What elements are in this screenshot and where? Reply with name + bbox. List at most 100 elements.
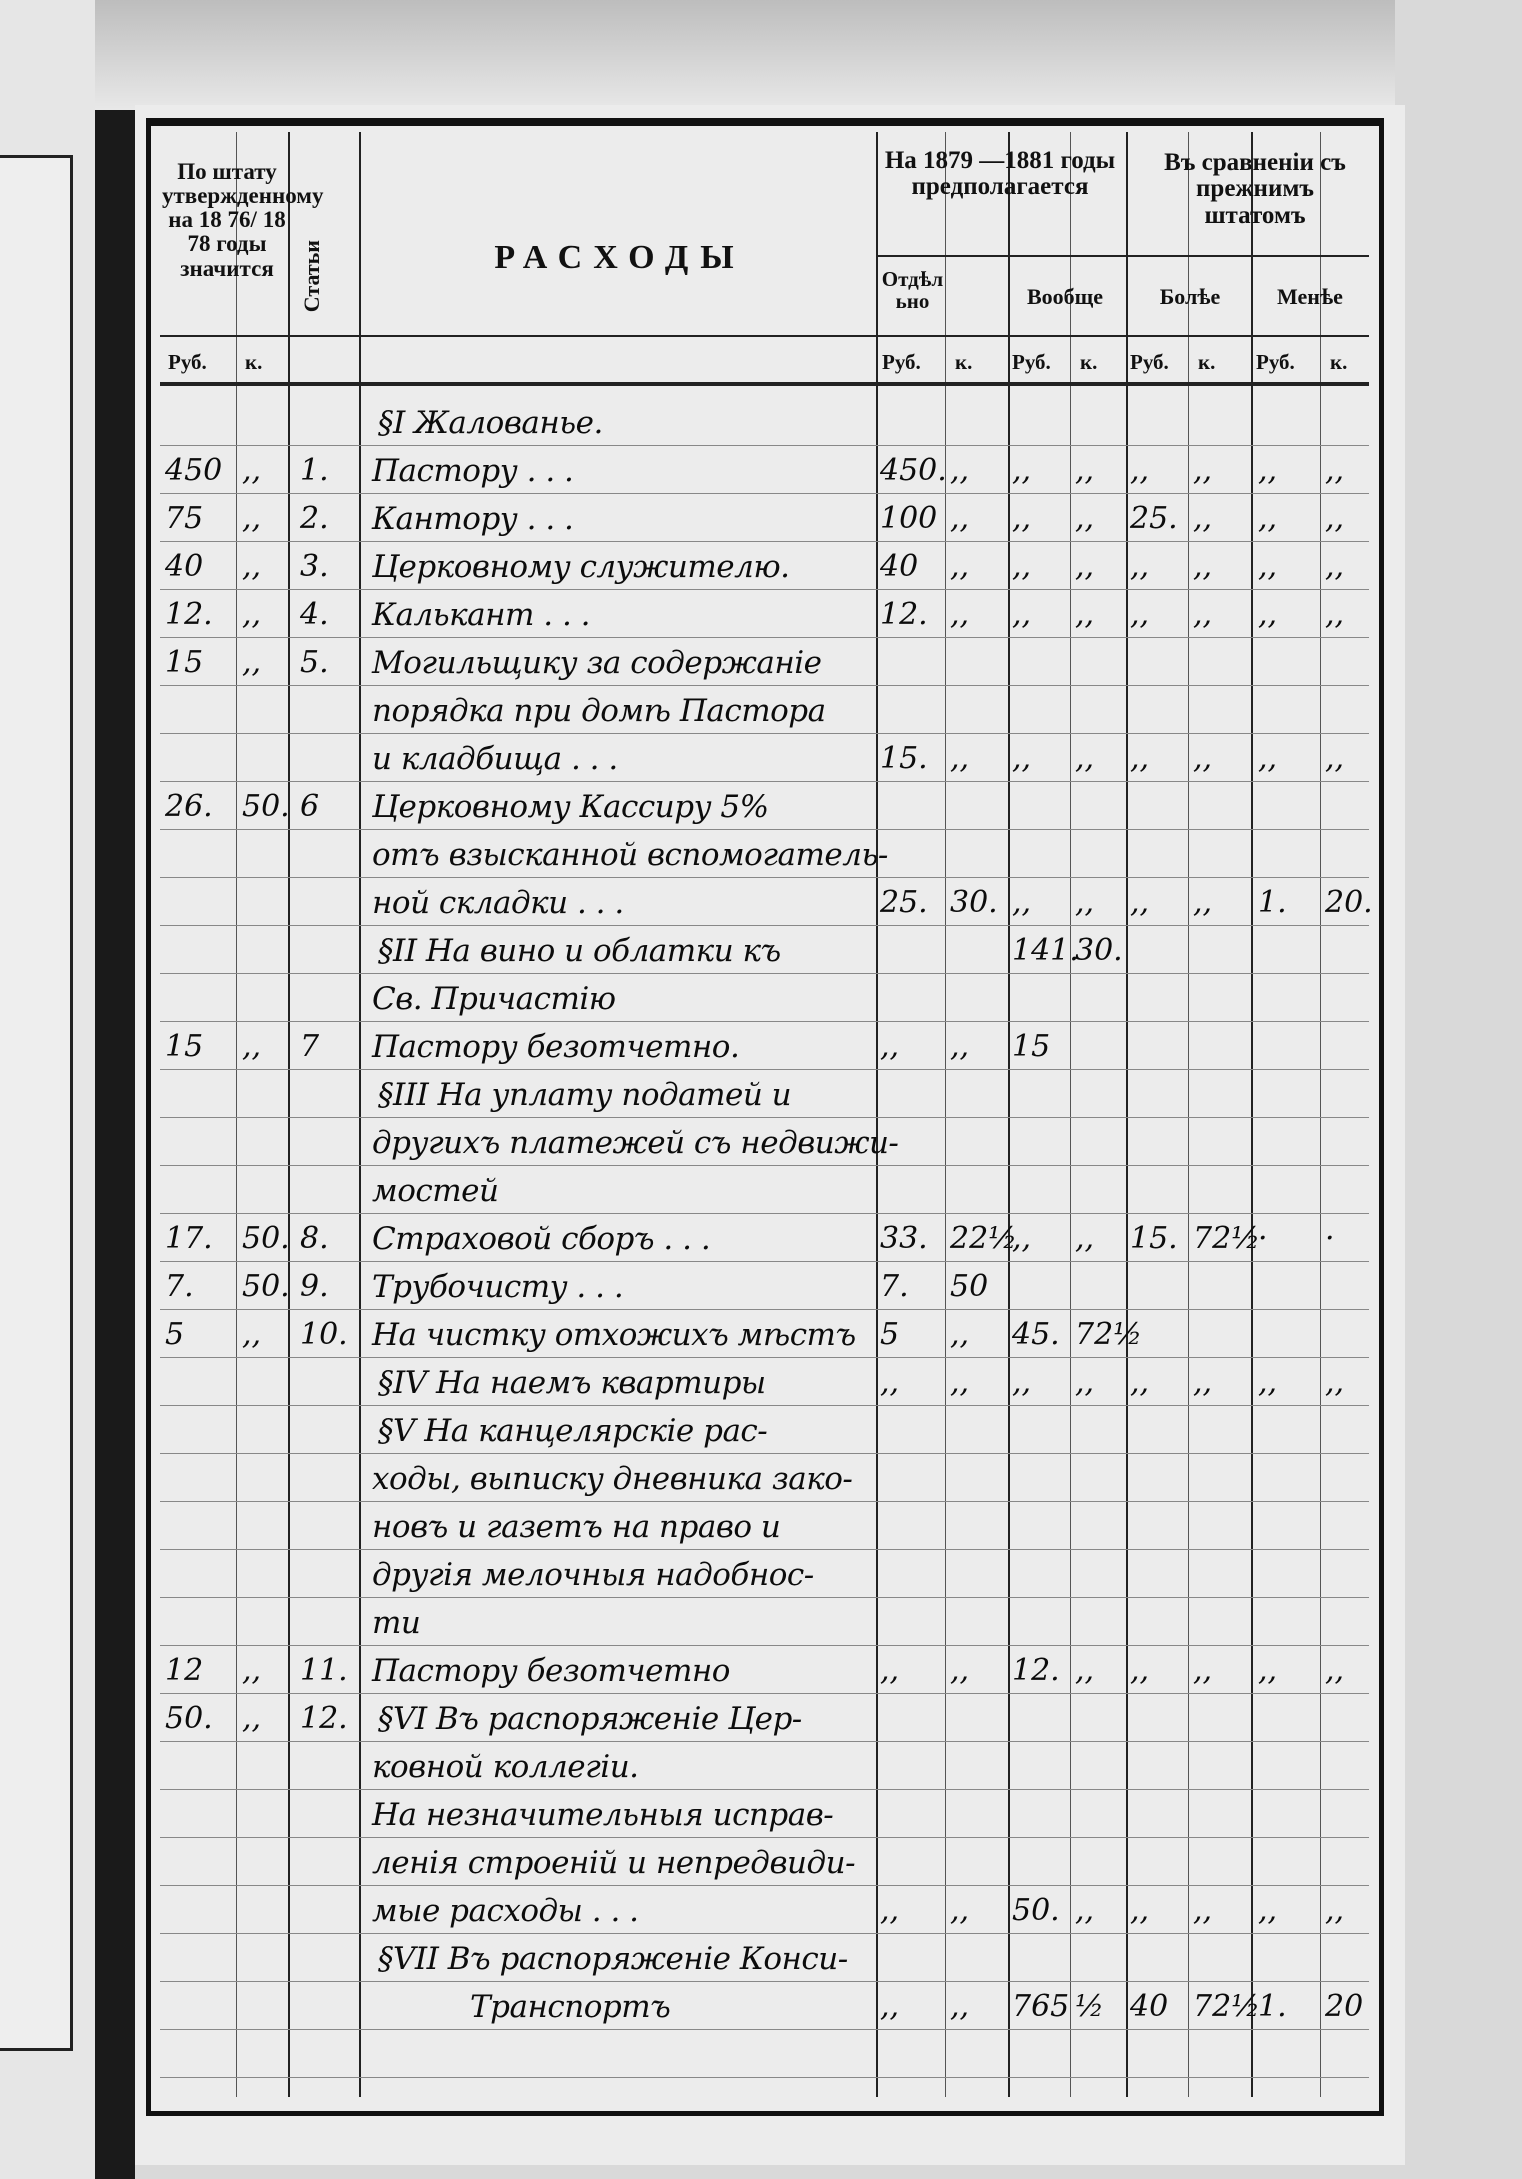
column-rule: [1251, 132, 1253, 2097]
row-rule: [160, 781, 1369, 782]
row-total-rub: ,,: [1012, 597, 1032, 632]
row-less-kop: ,,: [1325, 597, 1345, 632]
row-total-kop: ,,: [1075, 597, 1095, 632]
row-state-kop: 50.: [242, 789, 290, 824]
row-article-number: 12.: [300, 1701, 348, 1736]
row-state-kop: ,,: [242, 549, 262, 584]
row-total-rub: 141.: [1012, 933, 1079, 968]
row-state-kop: ,,: [242, 1701, 262, 1736]
row-article-number: 8.: [300, 1221, 329, 1256]
row-description: порядка при домѣ Пастора: [372, 693, 826, 729]
row-rule: [160, 637, 1369, 638]
row-total-kop: ,,: [1075, 501, 1095, 536]
row-article-number: 4.: [300, 597, 329, 632]
row-rule: [160, 1117, 1369, 1118]
row-separately-rub: ,,: [880, 1893, 900, 1928]
row-less-kop: ,,: [1325, 501, 1345, 536]
row-less-rub: ·: [1258, 1221, 1268, 1256]
row-less-rub: ,,: [1258, 1893, 1278, 1928]
row-description: §VI Въ распоряженiе Цер-: [378, 1701, 802, 1737]
column-rule: [1188, 132, 1189, 2097]
row-more-kop: ,,: [1193, 1653, 1213, 1688]
row-less-rub: ,,: [1258, 741, 1278, 776]
row-separately-rub: 12.: [880, 597, 928, 632]
row-state-kop: ,,: [242, 1653, 262, 1688]
column-rule: [1008, 132, 1010, 2097]
row-more-kop: ,,: [1193, 1365, 1213, 1400]
row-total-rub: ,,: [1012, 885, 1032, 920]
row-separately-kop: ,,: [950, 1653, 970, 1688]
row-separately-rub: 450.: [880, 453, 947, 488]
row-rule: [160, 1405, 1369, 1406]
row-more-rub: ,,: [1130, 597, 1150, 632]
row-rule: [160, 1789, 1369, 1790]
row-separately-rub: 40: [880, 549, 919, 584]
row-separately-kop: 30.: [950, 885, 998, 920]
row-state-kop: ,,: [242, 645, 262, 680]
header-rule: [876, 255, 1369, 257]
row-rule: [160, 1885, 1369, 1886]
row-article-number: 1.: [300, 453, 329, 488]
row-separately-kop: ,,: [950, 1029, 970, 1064]
header-title: РАСХОДЫ: [494, 239, 746, 276]
row-state-kop: 50.: [242, 1221, 290, 1256]
row-less-kop: ,,: [1325, 549, 1345, 584]
row-separately-rub: 100: [880, 501, 938, 536]
row-more-rub: ,,: [1130, 453, 1150, 488]
row-more-kop: ,,: [1193, 453, 1213, 488]
row-rule: [160, 445, 1369, 446]
row-separately-rub: ,,: [880, 1029, 900, 1064]
row-rule: [160, 1501, 1369, 1502]
row-state-rub: 40: [165, 549, 204, 584]
kop-label: к.: [1330, 350, 1348, 374]
row-state-kop: ,,: [242, 1029, 262, 1064]
row-description: Св. Причастiю: [372, 981, 616, 1017]
row-total-kop: ,,: [1075, 1893, 1095, 1928]
row-state-rub: 26.: [165, 789, 213, 824]
row-description: мостей: [372, 1173, 499, 1209]
rub-label: Руб.: [882, 350, 921, 374]
row-state-rub: 12.: [165, 597, 213, 632]
row-more-kop: 72½: [1193, 1989, 1261, 2024]
row-more-kop: ,,: [1193, 549, 1213, 584]
row-rule: [160, 1213, 1369, 1214]
row-state-kop: ,,: [242, 501, 262, 536]
row-less-rub: 1.: [1258, 885, 1287, 920]
row-rule: [160, 1693, 1369, 1694]
row-state-rub: 12: [165, 1653, 204, 1688]
row-description: Церковному служителю.: [372, 549, 790, 585]
column-rule: [1070, 132, 1071, 2097]
row-state-kop: ,,: [242, 453, 262, 488]
row-total-rub: ,,: [1012, 1221, 1032, 1256]
row-more-rub: ,,: [1130, 549, 1150, 584]
row-description: §VII Въ распоряженiе Конси-: [378, 1941, 848, 1977]
row-description: На чистку отхожихъ мѣстъ: [372, 1317, 856, 1353]
row-separately-rub: 33.: [880, 1221, 928, 1256]
row-description: §IV На наемъ квартиры: [378, 1365, 766, 1401]
row-total-kop: ,,: [1075, 549, 1095, 584]
header-rule: [160, 382, 1369, 386]
row-separately-rub: 7.: [880, 1269, 909, 1304]
row-state-kop: 50.: [242, 1269, 290, 1304]
row-more-rub: ,,: [1130, 885, 1150, 920]
row-description: Пастору безотчетно: [372, 1653, 730, 1689]
header-separately: Отдѣльно: [881, 267, 944, 314]
header-total: Вообще: [1026, 284, 1103, 309]
row-description: ходы, выписку дневника зако-: [372, 1461, 853, 1497]
row-article-number: 9.: [300, 1269, 329, 1304]
kop-label: к.: [955, 350, 973, 374]
header-more: Болѣе: [1159, 284, 1221, 309]
row-description: §II На вино и облатки къ: [378, 933, 781, 969]
row-less-kop: ,,: [1325, 1365, 1345, 1400]
row-rule: [160, 973, 1369, 974]
row-description: На незначительныя исправ-: [372, 1797, 834, 1833]
binding-shadow: [95, 0, 135, 2179]
row-more-rub: ,,: [1130, 741, 1150, 776]
row-separately-rub: ,,: [880, 1653, 900, 1688]
row-rule: [160, 829, 1369, 830]
header-articles: Статьи: [299, 240, 324, 313]
row-total-rub: ,,: [1012, 453, 1032, 488]
row-description: мые расходы . . .: [372, 1893, 639, 1929]
row-total-kop: ,,: [1075, 1365, 1095, 1400]
row-total-rub: 12.: [1012, 1653, 1060, 1688]
